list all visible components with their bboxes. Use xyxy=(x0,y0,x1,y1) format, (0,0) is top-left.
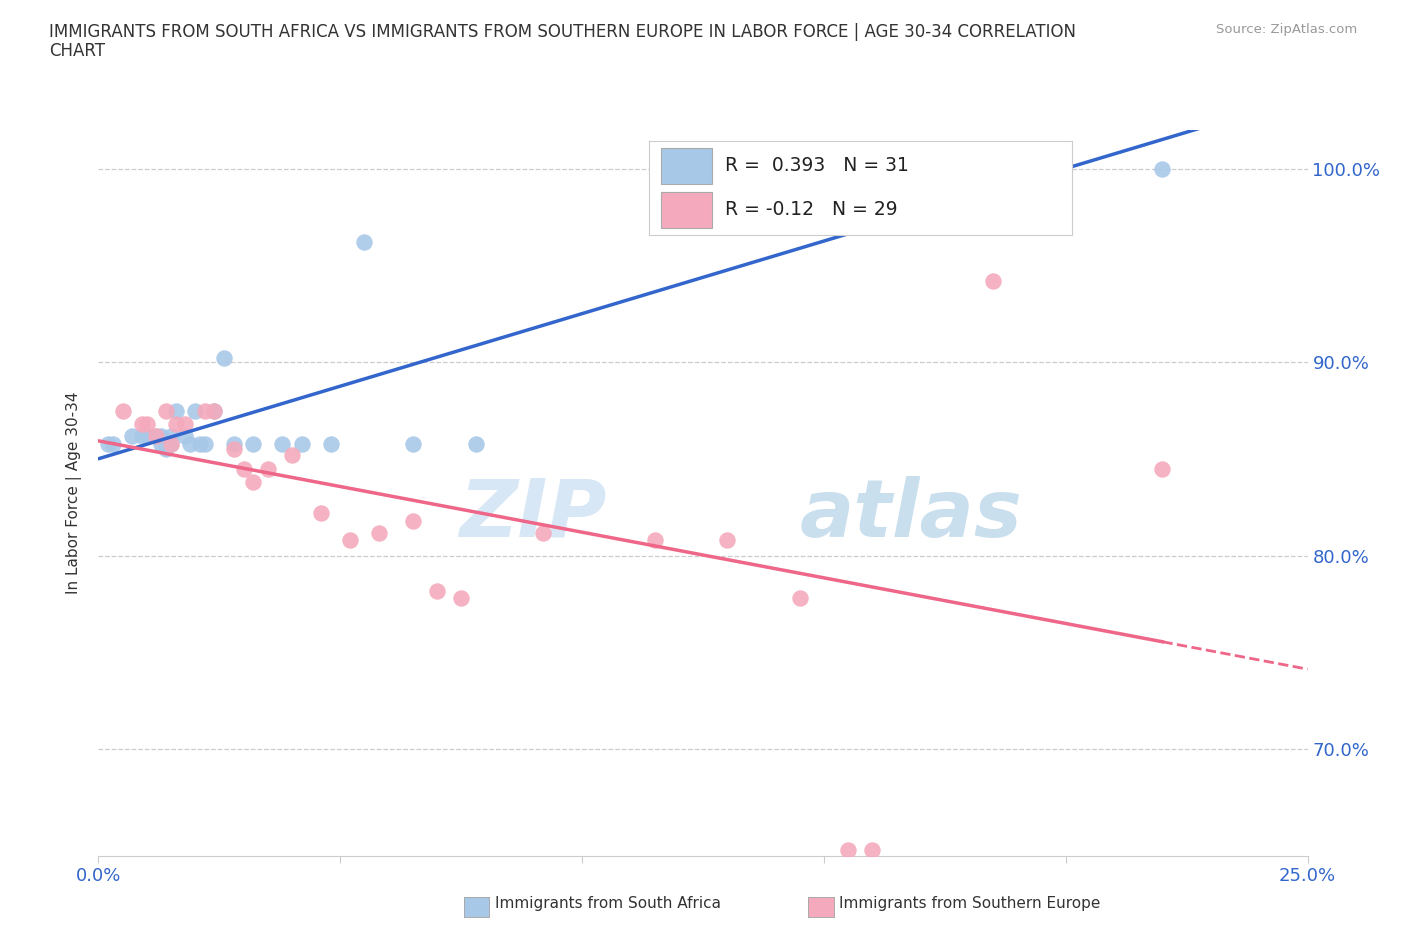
Point xyxy=(121,429,143,444)
Text: ZIP: ZIP xyxy=(458,475,606,553)
Point xyxy=(271,436,294,451)
Point xyxy=(1152,162,1174,177)
Point xyxy=(242,436,264,451)
Point xyxy=(145,429,167,444)
Point xyxy=(402,436,425,451)
Point xyxy=(981,273,1004,288)
Point xyxy=(339,533,361,548)
Y-axis label: In Labor Force | Age 30-34: In Labor Force | Age 30-34 xyxy=(66,392,83,594)
Point xyxy=(290,436,312,451)
Text: atlas: atlas xyxy=(800,475,1022,553)
Point xyxy=(765,191,787,206)
Point xyxy=(160,429,183,444)
Point xyxy=(145,429,167,444)
Point xyxy=(111,404,134,418)
Point xyxy=(131,429,153,444)
Point xyxy=(160,436,183,451)
Point xyxy=(194,404,217,418)
Text: IMMIGRANTS FROM SOUTH AFRICA VS IMMIGRANTS FROM SOUTHERN EUROPE IN LABOR FORCE |: IMMIGRANTS FROM SOUTH AFRICA VS IMMIGRAN… xyxy=(49,23,1076,41)
Point xyxy=(368,525,391,540)
Point xyxy=(222,442,245,457)
Point xyxy=(174,417,197,432)
Point xyxy=(644,533,666,548)
Point xyxy=(97,436,120,451)
Point xyxy=(222,436,245,451)
Point xyxy=(150,436,173,451)
Point xyxy=(464,436,486,451)
Point xyxy=(860,843,883,857)
Point xyxy=(668,162,690,177)
Point xyxy=(319,436,342,451)
Point xyxy=(212,351,235,365)
Point xyxy=(188,436,211,451)
Point xyxy=(135,429,157,444)
Point xyxy=(426,583,449,598)
Point xyxy=(232,461,254,476)
Point xyxy=(837,843,859,857)
Point xyxy=(716,533,738,548)
Point xyxy=(353,235,375,250)
Point xyxy=(135,417,157,432)
Point xyxy=(242,475,264,490)
Text: CHART: CHART xyxy=(49,42,105,60)
Point xyxy=(184,404,207,418)
Point xyxy=(131,417,153,432)
Text: Source: ZipAtlas.com: Source: ZipAtlas.com xyxy=(1216,23,1357,36)
Point xyxy=(174,429,197,444)
Point xyxy=(160,436,183,451)
Point xyxy=(789,591,811,605)
Point xyxy=(256,461,278,476)
Point xyxy=(1031,191,1053,206)
Point xyxy=(204,404,226,418)
Point xyxy=(155,442,177,457)
Point xyxy=(194,436,217,451)
Text: Immigrants from Southern Europe: Immigrants from Southern Europe xyxy=(839,897,1101,911)
Point xyxy=(450,591,472,605)
Point xyxy=(204,404,226,418)
Point xyxy=(402,513,425,528)
Point xyxy=(165,404,187,418)
Point xyxy=(101,436,124,451)
Point xyxy=(1152,461,1174,476)
Point xyxy=(150,429,173,444)
Text: Immigrants from South Africa: Immigrants from South Africa xyxy=(495,897,721,911)
Point xyxy=(281,447,304,462)
Point xyxy=(531,525,554,540)
Point xyxy=(179,436,201,451)
Point xyxy=(165,417,187,432)
Point xyxy=(309,506,332,521)
Point xyxy=(155,404,177,418)
